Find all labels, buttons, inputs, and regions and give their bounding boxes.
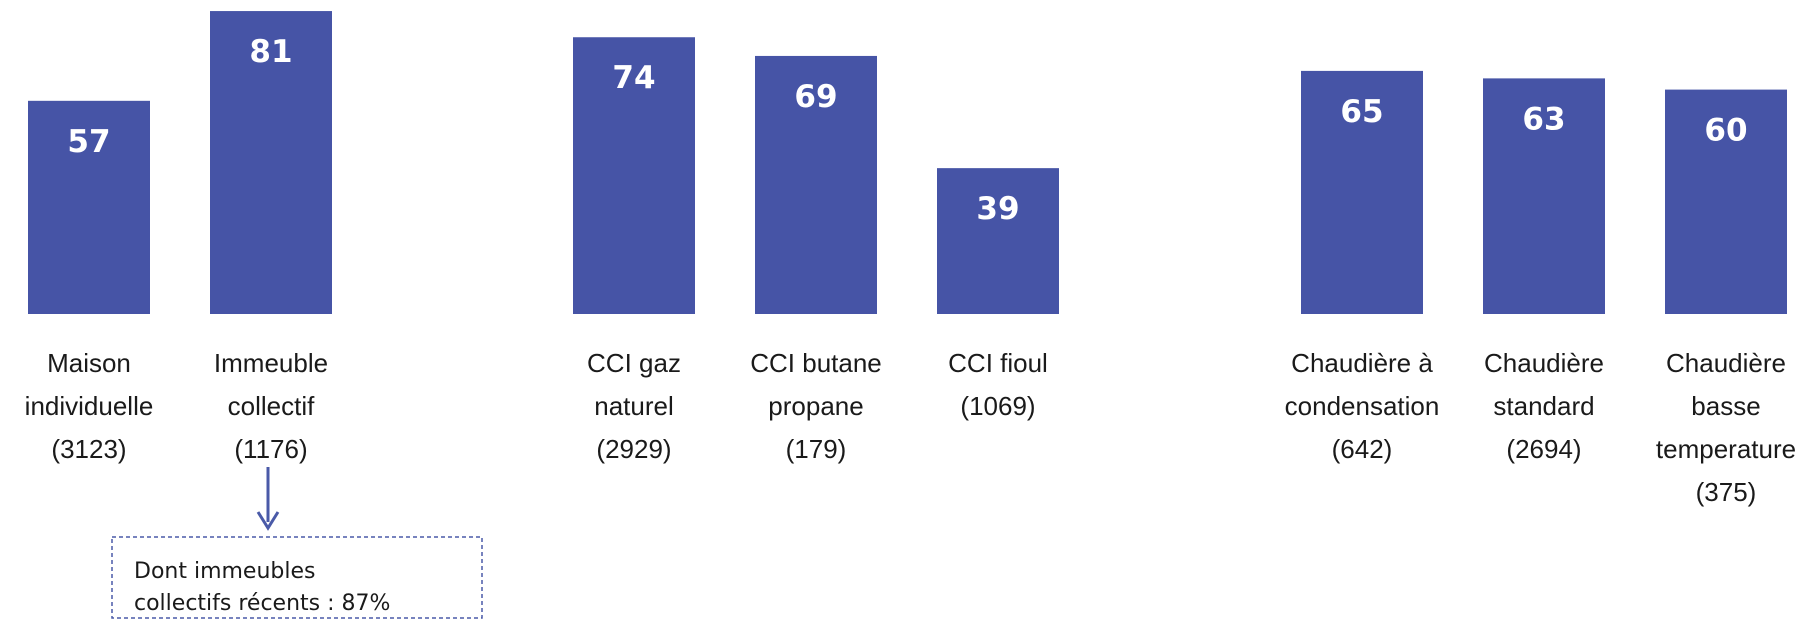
category-label: standard [1493,391,1594,421]
annotation-box [111,536,483,619]
value-label: 39 [976,191,1019,227]
category-label: CCI gaz [587,348,681,378]
bar [1301,70,1423,315]
bar [28,100,150,314]
value-label: 65 [1340,94,1383,130]
value-label: 60 [1704,113,1747,149]
value-label: 63 [1522,101,1565,137]
category-label: collectif [228,391,315,421]
annotation-text: Dont immeubles [134,559,316,584]
category-label: Chaudière à [1291,348,1433,378]
value-label: 74 [612,60,655,96]
category-label: (1176) [234,434,307,464]
category-label: naturel [594,391,674,421]
category-label: condensation [1285,391,1440,421]
category-label: CCI butane [750,348,882,378]
value-label: 81 [249,34,292,70]
category-label: (2694) [1506,434,1581,464]
value-label: 57 [67,124,110,160]
annotation-text: collectifs récents : 87% [134,591,390,616]
bar [573,37,695,315]
category-label: (1069) [960,391,1035,421]
bar [755,55,877,314]
bar [937,168,1059,314]
category-label: (2929) [596,434,671,464]
category-label: basse [1691,391,1760,421]
category-label: (375) [1696,477,1757,507]
arrow-head [256,511,280,531]
category-label: (642) [1332,434,1393,464]
category-label: Immeuble [214,348,328,378]
bar [1665,89,1787,314]
category-label: Chaudière [1666,348,1786,378]
bar [210,11,332,315]
category-label: propane [768,391,863,421]
category-label: temperature [1656,434,1796,464]
category-label: Maison [47,348,131,378]
category-label: individuelle [25,391,154,421]
bar [1483,78,1605,314]
category-label: (179) [786,434,847,464]
value-label: 69 [794,79,837,115]
category-label: Chaudière [1484,348,1604,378]
category-label: CCI fioul [948,348,1048,378]
category-label: (3123) [51,434,126,464]
